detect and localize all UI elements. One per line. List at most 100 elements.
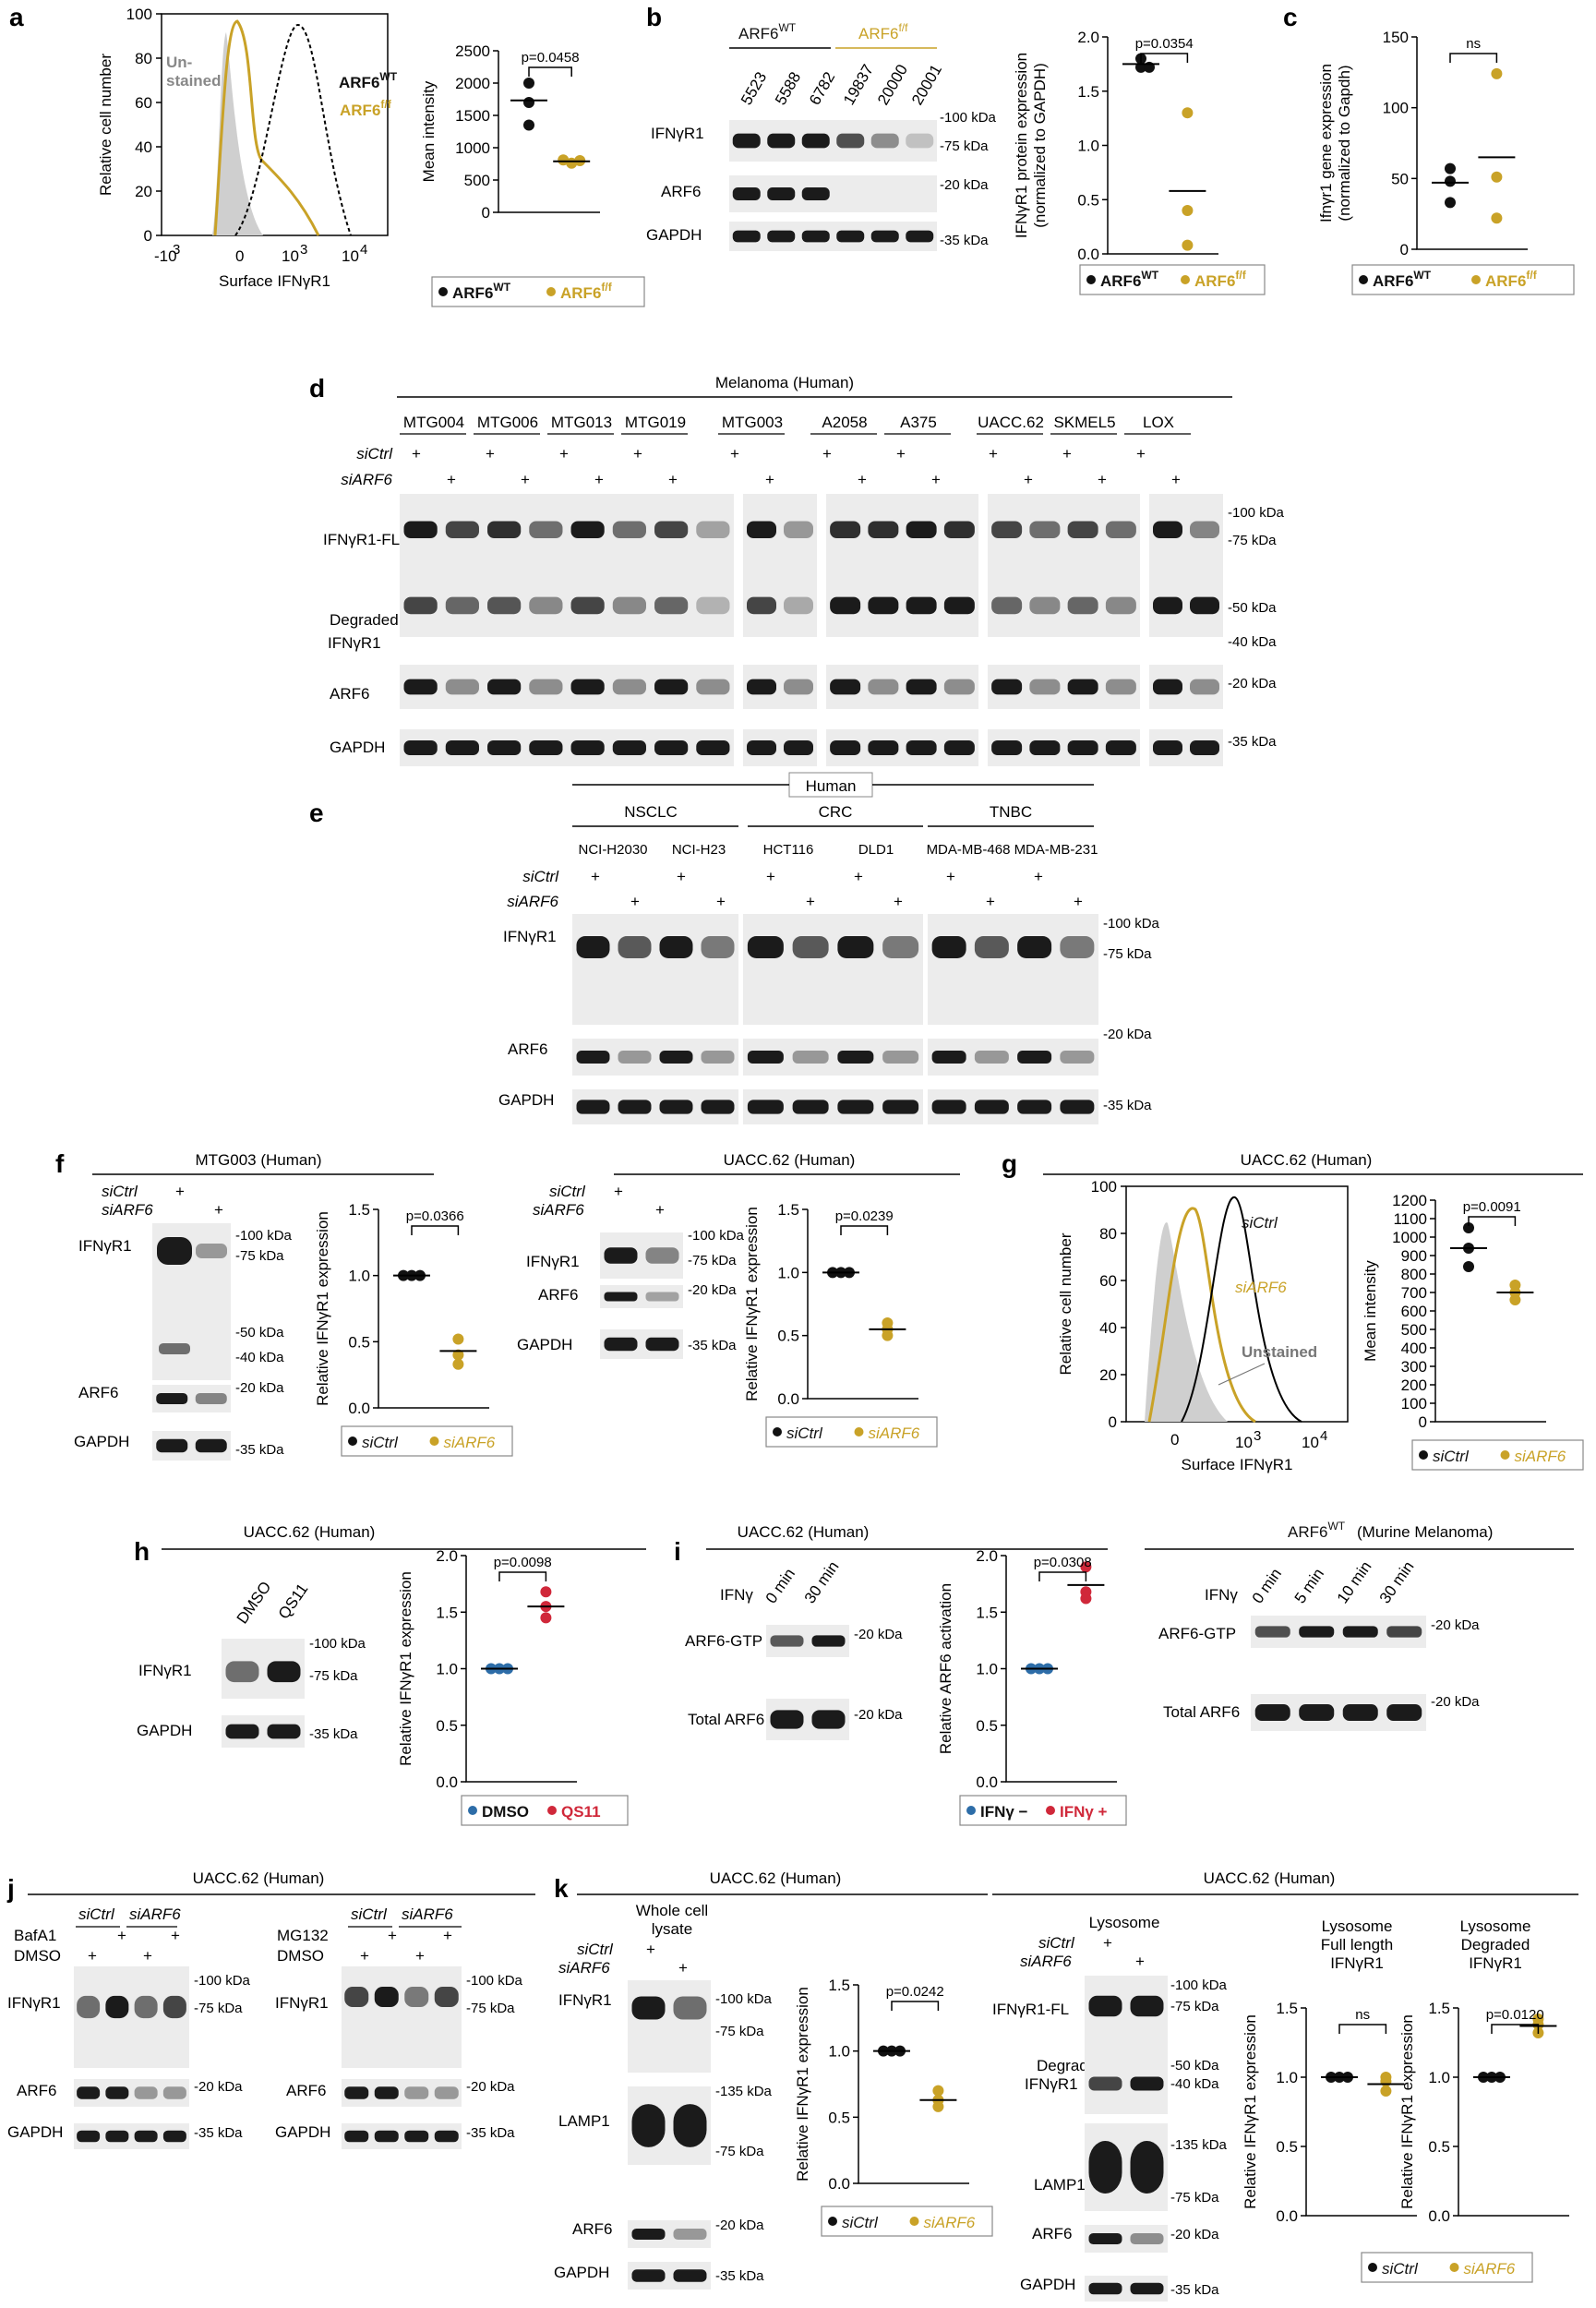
kda-marker: -75 kDa <box>466 2001 515 2016</box>
p-value: p=0.0458 <box>522 50 580 66</box>
y-tick-label: 0 <box>1419 1413 1427 1431</box>
y-axis-label: Relative cell number <box>97 54 114 196</box>
kda-marker: -135 kDa <box>715 2084 773 2099</box>
legend-item-a-base: ARF6 <box>1373 272 1413 290</box>
protein-band <box>374 1987 399 2007</box>
data-point <box>1445 197 1456 209</box>
blot-ifngr1-e <box>743 914 923 1025</box>
legend-item-b-sup: f/f <box>1235 269 1246 282</box>
kda-marker: -75 kDa <box>1170 2190 1219 2206</box>
protein-band <box>1067 740 1098 755</box>
protein-band <box>1190 740 1219 755</box>
kda-marker: -40 kDa <box>1170 2076 1219 2092</box>
plus-mark: + <box>591 868 600 885</box>
cell-line-label: LOX <box>1143 414 1174 431</box>
cell-line-label: A2058 <box>822 414 867 431</box>
row-label: IFNγR1 <box>328 634 381 652</box>
legend-marker <box>438 287 448 296</box>
protein-band <box>77 2130 101 2143</box>
protein-band <box>1060 1051 1095 1064</box>
legend-marker <box>1359 275 1368 284</box>
kda-marker: -75 kDa <box>715 2144 764 2159</box>
plus-mark: + <box>1135 1953 1145 1970</box>
row-label: IFNγR1 <box>138 1662 192 1679</box>
protein-band <box>792 1051 829 1064</box>
legend-marker <box>1046 1806 1055 1815</box>
protein-band <box>159 1343 190 1354</box>
protein-band <box>784 596 813 615</box>
panel-label-c: c <box>1283 3 1298 31</box>
plus-mark: + <box>1062 445 1072 463</box>
protein-band <box>105 2130 129 2143</box>
protein-band <box>1017 1051 1052 1064</box>
y-tick-label: 1.0 <box>436 1661 458 1678</box>
protein-band <box>792 1100 829 1114</box>
kda-marker: -75 kDa <box>309 1668 358 1684</box>
y-tick-label: 2.0 <box>436 1547 458 1565</box>
protein-band <box>801 230 830 243</box>
protein-band <box>604 1247 638 1264</box>
panel-label-h: h <box>134 1537 150 1566</box>
protein-band <box>906 679 937 695</box>
legend-item-a: siCtrl <box>842 2214 879 2231</box>
lane-label: 5 min <box>1291 1565 1327 1606</box>
lane-label: 0 min <box>762 1565 798 1606</box>
blot-ifngr1-e <box>572 914 738 1025</box>
x-tick-label: 10 <box>282 247 299 265</box>
protein-band <box>1130 2141 1164 2194</box>
kda-marker: -20 kDa <box>854 1707 903 1723</box>
protein-band <box>974 1100 1009 1114</box>
plus-mark: + <box>594 471 604 488</box>
siARF6-label: siARF6 <box>533 1201 584 1219</box>
protein-band <box>747 596 776 615</box>
legend-item-a: IFNγ − <box>980 1803 1028 1821</box>
plus-mark: + <box>1171 471 1181 488</box>
legend-marker <box>966 1806 976 1815</box>
legend-box <box>959 1795 1127 1826</box>
lane-label: DMSO <box>234 1579 275 1628</box>
plus-mark: + <box>171 1927 180 1944</box>
protein-band <box>267 1724 301 1739</box>
siARF6-label: siARF6 <box>507 893 558 910</box>
protein-band <box>134 1995 158 2019</box>
plot-axis-k3 <box>1458 2008 1569 2217</box>
protein-band <box>403 596 438 615</box>
protein-band <box>654 596 689 615</box>
kda-marker: -35 kDa <box>235 1442 284 1458</box>
protein-band <box>1105 521 1136 539</box>
protein-band <box>434 2130 459 2143</box>
y-tick-label: 100 <box>1401 1395 1427 1412</box>
sample-id: 5588 <box>772 69 804 108</box>
row-label: IFNγR1 <box>503 928 557 945</box>
y-tick-label: 1.0 <box>976 1661 998 1678</box>
data-point <box>523 78 534 89</box>
y-axis-label: Relative IFNγR1 expression <box>794 1987 811 2182</box>
protein-band <box>529 521 563 539</box>
protein-band <box>570 521 605 539</box>
protein-band <box>645 1337 679 1352</box>
protein-band <box>882 1051 919 1064</box>
row-label: GAPDH <box>7 2123 63 2141</box>
protein-band <box>747 1100 784 1114</box>
cell-line-label: NCI-H2030 <box>578 842 647 858</box>
plus-mark: + <box>894 893 903 910</box>
siarf6-label: siARF6 <box>1235 1279 1287 1296</box>
y-tick-label: 200 <box>1401 1376 1427 1394</box>
y-tick-label: 1.0 <box>1276 2069 1298 2086</box>
protein-band <box>1130 2233 1164 2244</box>
legend-marker <box>1419 1450 1428 1460</box>
legend-marker <box>468 1806 477 1815</box>
protein-band <box>1088 2233 1122 2244</box>
protein-band <box>732 187 761 200</box>
histogram-frame-a <box>161 13 389 236</box>
y-axis-label: Relative IFNγR1 expression <box>397 1571 414 1766</box>
y-tick-label: 1.0 <box>348 1268 370 1285</box>
protein-band <box>1299 1704 1335 1721</box>
legend-marker <box>1086 275 1096 284</box>
protein-band <box>195 1393 227 1404</box>
plus-mark: + <box>668 471 678 488</box>
ifng-label: IFNγ <box>1205 1586 1238 1604</box>
legend-box <box>431 276 645 307</box>
y-tick-label: 60 <box>135 94 152 112</box>
protein-band <box>801 187 830 200</box>
